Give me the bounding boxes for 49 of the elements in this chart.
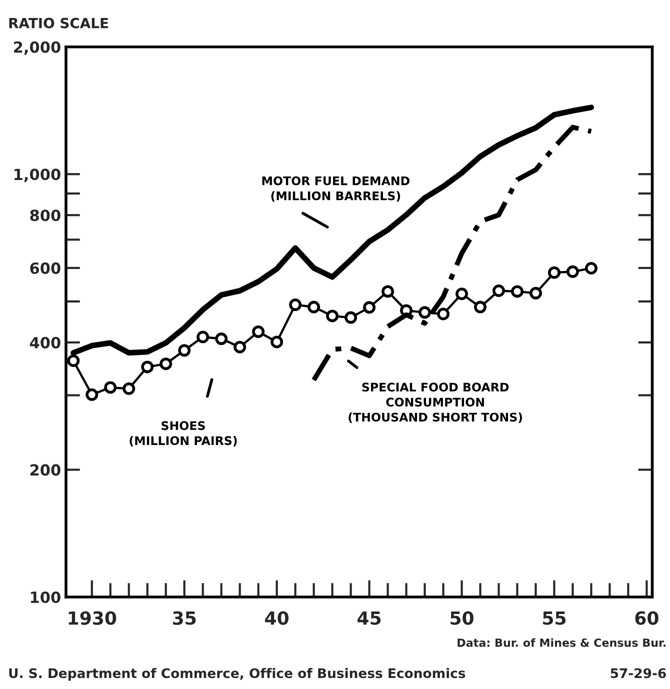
point	[529, 286, 542, 300]
point	[178, 344, 191, 357]
point	[566, 265, 579, 278]
point	[252, 325, 265, 338]
point	[196, 330, 210, 344]
point	[548, 266, 560, 279]
point	[270, 336, 284, 348]
point	[418, 306, 432, 319]
text: U. S. Department of Commerce, Office of Business Economics	[9, 668, 466, 681]
y-tick-label: 800	[30, 210, 60, 222]
x-tick-label: 35	[173, 611, 196, 625]
x-tick-label: 55	[543, 611, 566, 625]
point	[234, 340, 246, 354]
text: SPECIAL FOOD BOARD CONSUMPTION (THOUSAND SHORT TONS)	[348, 382, 522, 424]
point	[344, 311, 358, 324]
point	[308, 300, 320, 314]
y-tick-label: 400	[30, 336, 60, 348]
point	[289, 298, 302, 312]
x-tick-label: 45	[358, 611, 381, 625]
point	[86, 388, 98, 401]
point	[104, 381, 117, 394]
point	[122, 382, 136, 395]
point	[160, 358, 172, 370]
y-tick-label: 200	[30, 464, 60, 476]
y-tick-label: 600	[30, 262, 60, 274]
text: 57-29-6	[610, 668, 666, 678]
x-tick-label: 60	[635, 611, 658, 625]
y-axis-title: RATIO SCALE	[9, 18, 108, 28]
x-tick-label: 50	[450, 611, 474, 625]
point	[326, 310, 339, 322]
point	[141, 360, 154, 374]
x-tick-label: 40	[265, 611, 289, 625]
point	[584, 262, 598, 275]
series-label: MOTOR FUEL DEMAND (MILLION BARRELS)	[262, 176, 410, 202]
y-tick-label: 100	[30, 591, 60, 604]
point	[492, 284, 505, 297]
text: SHOES (MILLION PAIRS)	[130, 421, 237, 447]
point	[382, 285, 394, 298]
y-tick-label: 1,000	[14, 168, 60, 182]
point	[67, 354, 80, 368]
point	[437, 308, 450, 320]
point	[215, 332, 228, 346]
point	[456, 288, 468, 300]
y-tick-label: 2,000	[14, 41, 60, 55]
text: Data: Bur. of Mines & Census Bur.	[458, 638, 666, 647]
point	[474, 300, 487, 314]
x-tick-label: 1930	[68, 611, 116, 625]
point	[363, 301, 376, 314]
point	[510, 285, 524, 298]
